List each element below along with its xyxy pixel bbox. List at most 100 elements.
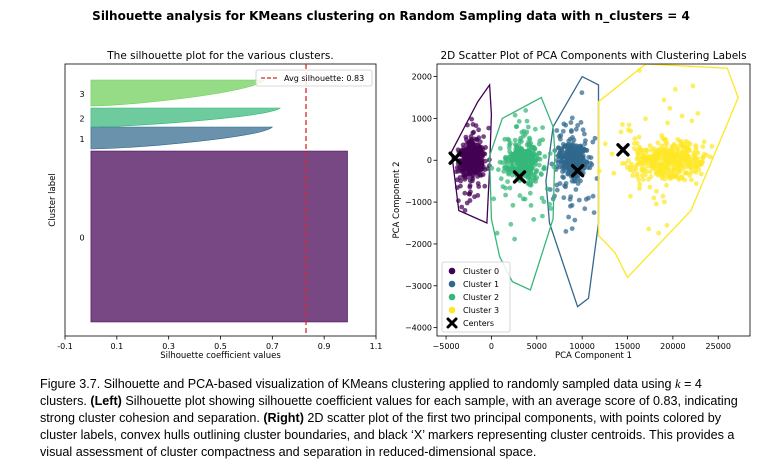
scatter-point-cluster-1 <box>562 160 568 166</box>
pca-xtick-label: 0 <box>489 342 494 351</box>
scatter-point-cluster-3 <box>636 177 642 183</box>
scatter-point-cluster-3 <box>660 193 666 199</box>
scatter-point-cluster-0 <box>475 145 481 151</box>
scatter-point-cluster-3 <box>688 165 694 170</box>
scatter-point-cluster-2 <box>536 162 542 168</box>
scatter-point-cluster-3 <box>647 184 653 190</box>
silhouette-xtick-label: 1.1 <box>370 342 383 351</box>
scatter-point-cluster-3 <box>596 168 602 174</box>
scatter-point-cluster-2 <box>547 201 552 207</box>
scatter-point-cluster-2 <box>520 134 526 139</box>
scatter-point-cluster-3 <box>646 176 651 182</box>
scatter-point-cluster-1 <box>590 139 596 145</box>
scatter-point-cluster-2 <box>507 140 513 146</box>
scatter-point-cluster-3 <box>680 156 686 161</box>
scatter-point-cluster-0 <box>478 159 484 165</box>
scatter-point-cluster-2 <box>539 172 544 178</box>
scatter-point-cluster-1 <box>575 123 580 128</box>
scatter-point-cluster-0 <box>460 168 466 174</box>
legend-marker-cluster-3 <box>448 306 456 314</box>
scatter-point-cluster-3 <box>654 188 659 194</box>
scatter-point-cluster-2 <box>523 148 529 154</box>
scatter-point-cluster-3 <box>679 174 685 180</box>
scatter-point-cluster-2 <box>548 206 554 211</box>
silhouette-xtick-label: -0.1 <box>57 342 73 351</box>
silhouette-xtick-label: 0.5 <box>214 342 227 351</box>
scatter-point-cluster-0 <box>470 172 476 178</box>
scatter-point-cluster-3 <box>704 152 709 158</box>
scatter-point-cluster-1 <box>582 141 588 147</box>
figure-title: Silhouette analysis for KMeans clusterin… <box>92 9 690 23</box>
scatter-point-cluster-2 <box>536 141 542 147</box>
scatter-point-cluster-1 <box>583 196 589 202</box>
silhouette-band-1 <box>90 126 274 150</box>
scatter-point-cluster-0 <box>462 190 468 196</box>
scatter-point-cluster-3 <box>646 154 652 160</box>
scatter-point-cluster-0 <box>461 172 467 178</box>
scatter-point-cluster-2 <box>510 202 516 208</box>
scatter-point-cluster-0 <box>481 151 487 156</box>
scatter-point-cluster-3 <box>631 164 637 170</box>
scatter-point-cluster-3 <box>609 151 615 157</box>
scatter-point-cluster-3 <box>631 141 637 146</box>
scatter-point-cluster-1 <box>577 156 582 162</box>
scatter-point-cluster-2 <box>529 160 535 166</box>
scatter-point-cluster-2 <box>512 236 517 242</box>
scatter-point-cluster-2 <box>532 171 538 177</box>
scatter-point-cluster-3 <box>674 151 679 157</box>
scatter-point-cluster-3 <box>642 161 648 167</box>
scatter-point-cluster-0 <box>460 142 466 148</box>
silhouette-label-2: 2 <box>79 115 84 124</box>
scatter-point-cluster-3 <box>665 160 670 165</box>
scatter-point-cluster-3 <box>670 149 675 154</box>
scatter-point-cluster-2 <box>539 195 545 201</box>
scatter-point-cluster-2 <box>489 165 495 171</box>
scatter-point-cluster-2 <box>497 159 503 165</box>
centroid-marker-3 <box>616 143 630 157</box>
scatter-point-cluster-3 <box>698 171 704 177</box>
scatter-point-cluster-3 <box>679 113 685 119</box>
scatter-point-cluster-3 <box>656 151 662 157</box>
scatter-point-cluster-3 <box>680 166 686 172</box>
scatter-point-cluster-1 <box>560 128 566 134</box>
scatter-point-cluster-0 <box>470 159 475 165</box>
scatter-point-cluster-1 <box>569 202 575 208</box>
scatter-point-cluster-1 <box>569 128 574 133</box>
scatter-point-cluster-2 <box>524 142 530 148</box>
scatter-point-cluster-3 <box>668 175 674 181</box>
scatter-point-cluster-1 <box>579 90 585 96</box>
scatter-point-cluster-0 <box>470 122 476 127</box>
silhouette-xtick-label: 0.3 <box>162 342 175 351</box>
scatter-point-cluster-2 <box>522 196 528 202</box>
legend-marker-centers <box>446 317 458 329</box>
scatter-point-cluster-0 <box>475 181 481 186</box>
scatter-point-cluster-0 <box>462 208 468 213</box>
scatter-point-cluster-3 <box>654 163 659 169</box>
legend-marker-cluster-2 <box>448 293 456 301</box>
scatter-point-cluster-1 <box>558 133 564 138</box>
scatter-point-cluster-2 <box>527 190 533 196</box>
scatter-point-cluster-3 <box>676 160 682 166</box>
legend-label-centers: Centers <box>463 319 494 328</box>
silhouette-xtick-label: 0.1 <box>110 342 123 351</box>
scatter-point-cluster-2 <box>531 151 537 157</box>
pca-xlabel: PCA Component 1 <box>555 351 632 361</box>
scatter-point-cluster-3 <box>651 195 657 201</box>
silhouette-label-0: 0 <box>79 234 84 243</box>
scatter-point-cluster-2 <box>498 146 503 151</box>
scatter-point-cluster-2 <box>534 175 540 181</box>
scatter-point-cluster-1 <box>582 206 588 212</box>
caption-right-text: 2D scatter plot of the first two princip… <box>40 411 735 459</box>
scatter-point-cluster-3 <box>647 143 653 149</box>
scatter-point-cluster-3 <box>682 177 688 183</box>
scatter-point-cluster-0 <box>482 183 488 189</box>
scatter-point-cluster-2 <box>551 164 557 170</box>
scatter-point-cluster-0 <box>468 134 474 139</box>
scatter-point-cluster-0 <box>454 165 460 171</box>
silhouette-band-0 <box>90 150 348 323</box>
silhouette-band-2 <box>90 107 281 128</box>
scatter-point-cluster-1 <box>575 181 581 186</box>
silhouette-xlabel: Silhouette coefficient values <box>160 351 281 361</box>
scatter-point-cluster-3 <box>626 158 631 164</box>
centroid-marker-1 <box>512 170 527 184</box>
